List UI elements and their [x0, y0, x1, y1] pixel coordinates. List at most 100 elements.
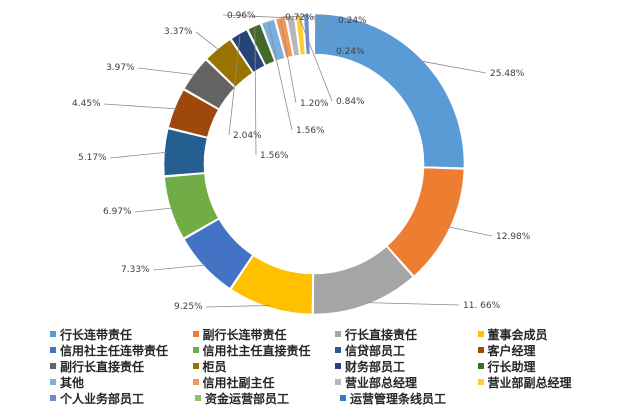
slice-5 — [183, 218, 253, 289]
slice-9 — [183, 59, 236, 110]
leader-line-7 — [109, 151, 167, 159]
legend-item: 客户经理 — [477, 342, 620, 358]
leader-line-8 — [104, 103, 177, 110]
legend-swatch — [192, 347, 199, 353]
legend-label: 行长助理 — [487, 359, 536, 374]
legend-row: 个人业务部员工 资金运营部员工 运营管理条线员工 — [50, 390, 620, 406]
slice-17 — [303, 13, 311, 55]
legend-swatch — [335, 363, 341, 369]
legend-label: 其他 — [60, 375, 85, 390]
leader-line-17 — [280, 15, 307, 18]
legend-label: 客户经理 — [487, 343, 536, 358]
legend-swatch — [477, 363, 484, 369]
legend-label: 副行长连带责任 — [202, 327, 287, 342]
legend-item: 信用社主任直接责任 — [192, 342, 336, 358]
data-label-17: 0.72% — [285, 13, 314, 23]
legend-label: 运营管理条线员工 — [350, 391, 447, 406]
label-leader-lines — [104, 14, 493, 308]
legend-row: 信用社主任连带责任 信用社主任直接责任 信贷部员工 客户经理 — [50, 342, 620, 358]
slice-18 — [310, 13, 312, 55]
slice-15 — [286, 15, 300, 57]
legend-item: 信用社副主任 — [192, 374, 336, 390]
legend-swatch — [195, 395, 201, 401]
legend-item: 董事会成员 — [477, 326, 620, 342]
leader-line-18 — [310, 15, 335, 21]
legend-item: 信用社主任连带责任 — [50, 342, 193, 358]
leader-line-3 — [365, 302, 460, 306]
legend-item: 信贷部员工 — [335, 342, 478, 358]
slice-8 — [168, 89, 219, 138]
legend-label: 信用社副主任 — [202, 375, 275, 390]
leader-line-6 — [134, 207, 173, 213]
slice-7 — [163, 128, 208, 176]
chart-legend: 行长连带责任 副行长连带责任 行长直接责任 董事会成员信用社主任连带责任 信用社主任直接… — [50, 326, 620, 406]
doughnut-slices — [163, 13, 465, 315]
slice-1 — [314, 13, 465, 168]
slice-4 — [230, 255, 313, 315]
data-label-1: 25.48% — [490, 69, 525, 79]
legend-item: 行长连带责任 — [50, 326, 193, 342]
legend-swatch — [192, 331, 199, 337]
legend-label: 董事会成员 — [487, 327, 548, 342]
leader-line-1 — [420, 60, 487, 74]
legend-item: 行长直接责任 — [335, 326, 478, 342]
legend-swatch — [335, 379, 341, 385]
legend-label: 柜员 — [202, 359, 227, 374]
legend-item: 营业部总经理 — [335, 374, 478, 390]
slice-2 — [387, 167, 465, 277]
leader-line-2 — [447, 226, 493, 237]
legend-swatch — [477, 379, 484, 385]
legend-label: 个人业务部员工 — [60, 391, 145, 406]
slice-10 — [206, 39, 253, 88]
legend-label: 行长连带责任 — [60, 327, 133, 342]
slice-3 — [313, 246, 414, 315]
legend-item: 营业部副总经理 — [477, 374, 620, 390]
data-label-3: 11. 66% — [463, 301, 501, 311]
data-label-8: 4.45% — [72, 99, 101, 109]
legend-swatch — [50, 363, 56, 369]
leader-line-16 — [298, 16, 333, 102]
leader-line-13 — [268, 23, 293, 131]
data-label-9: 3.97% — [106, 63, 135, 73]
leader-line-12 — [254, 28, 257, 156]
data-labels: 25.48% 12.98% 11. 66% 9.25% 7.33% 6.97% 5.17% 4… — [72, 11, 531, 312]
legend-label: 营业部总经理 — [345, 375, 418, 390]
data-label-15: 0.96% — [227, 11, 256, 21]
leader-line-15 — [222, 14, 291, 19]
data-label-18: 0.24% — [338, 16, 367, 26]
legend-item: 财务部员工 — [335, 358, 478, 374]
leader-line-11 — [228, 35, 241, 136]
data-label-13: 1.56% — [296, 126, 325, 136]
legend-item: 资金运营部员工 — [195, 390, 340, 406]
slice-6 — [164, 173, 219, 239]
legend-label: 财务部员工 — [345, 359, 406, 374]
legend-swatch — [477, 331, 484, 337]
data-label-5: 7.33% — [121, 265, 150, 275]
leader-line-10 — [195, 31, 220, 51]
leader-line-4 — [206, 305, 271, 308]
leader-line-9 — [137, 67, 196, 76]
legend-item: 其他 — [50, 374, 193, 390]
legend-label: 信用社主任连带责任 — [60, 343, 169, 358]
data-label-12: 1.56% — [260, 151, 289, 161]
data-label-16: 0.84% — [336, 97, 365, 107]
legend-item: 柜员 — [192, 358, 336, 374]
legend-swatch — [477, 347, 484, 353]
data-label-11: 2.04% — [233, 131, 262, 141]
legend-label: 信用社主任直接责任 — [202, 343, 311, 358]
legend-swatch — [50, 331, 56, 337]
legend-swatch — [192, 363, 199, 369]
legend-swatch — [192, 379, 199, 385]
data-label-14: 1.20% — [300, 99, 329, 109]
legend-row: 其他 信用社副主任 营业部总经理 营业部副总经理 — [50, 374, 620, 390]
leader-line-14 — [280, 19, 297, 104]
legend-label: 资金运营部员工 — [205, 391, 290, 406]
slice-16 — [295, 14, 306, 56]
legend-swatch — [335, 347, 341, 353]
legend-swatch — [50, 395, 56, 401]
legend-swatch — [340, 395, 346, 401]
data-label-19: 0.24% — [336, 47, 365, 57]
leader-line-5 — [153, 264, 206, 271]
legend-label: 行长直接责任 — [345, 327, 418, 342]
